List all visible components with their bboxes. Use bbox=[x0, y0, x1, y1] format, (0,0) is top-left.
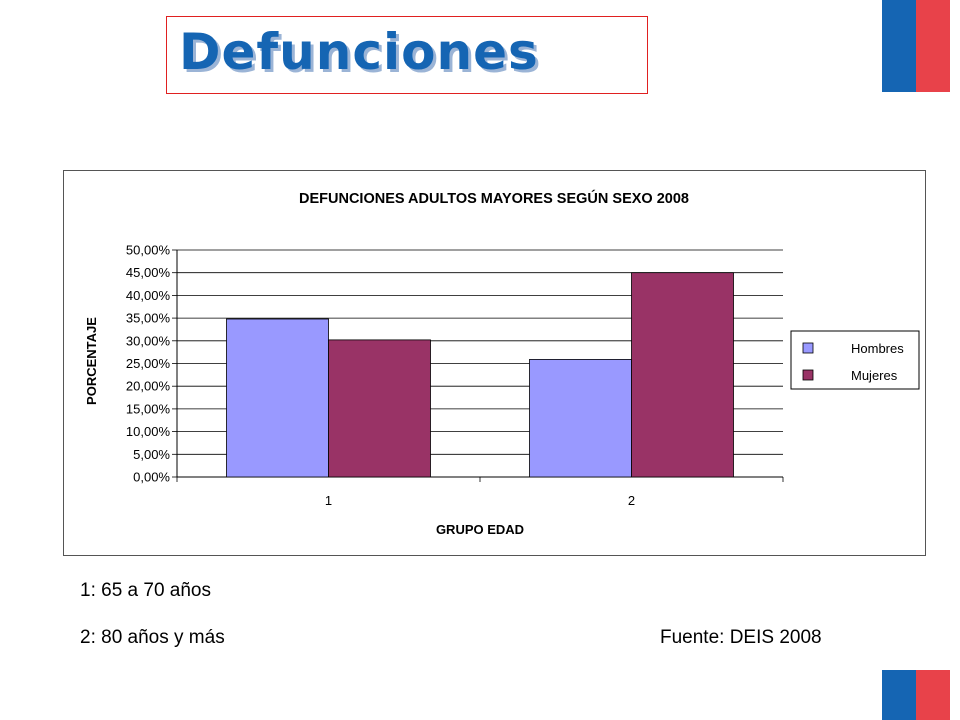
y-tick-label: 10,00% bbox=[126, 424, 171, 439]
legend-swatch-hombres bbox=[802, 342, 814, 354]
y-tick-label: 35,00% bbox=[126, 311, 171, 326]
x-axis-label: GRUPO EDAD bbox=[436, 522, 524, 537]
source-note: Fuente: DEIS 2008 bbox=[660, 627, 822, 648]
bar-hombres-2 bbox=[529, 359, 632, 478]
slide-title: Defunciones bbox=[179, 23, 539, 81]
y-tick-label: 45,00% bbox=[126, 265, 171, 280]
chart-title: DEFUNCIONES ADULTOS MAYORES SEGÚN SEXO 2… bbox=[299, 189, 689, 207]
flag-emblem-top bbox=[882, 0, 950, 92]
y-tick-label: 25,00% bbox=[126, 356, 171, 371]
y-tick-label: 50,00% bbox=[126, 243, 171, 258]
bar-hombres-1 bbox=[226, 318, 329, 478]
x-tick-label: 2 bbox=[628, 493, 635, 508]
y-tick-label: 0,00% bbox=[133, 470, 170, 485]
legend-label-hombres: Hombres bbox=[851, 341, 904, 356]
y-tick-label: 15,00% bbox=[126, 401, 171, 416]
x-tick-label: 1 bbox=[325, 493, 332, 508]
y-tick-label: 40,00% bbox=[126, 288, 171, 303]
legend: Hombres Mujeres bbox=[790, 330, 920, 390]
legend-label-mujeres: Mujeres bbox=[851, 368, 898, 383]
y-tick-label: 20,00% bbox=[126, 379, 171, 394]
title-box: Defunciones bbox=[166, 16, 648, 94]
legend-box bbox=[790, 330, 920, 390]
note-group-2: 2: 80 años y más bbox=[80, 627, 225, 648]
bar-mujeres-1 bbox=[328, 339, 431, 478]
flag-emblem-bottom bbox=[882, 670, 950, 720]
note-group-1: 1: 65 a 70 años bbox=[80, 580, 211, 601]
y-tick-label: 5,00% bbox=[133, 447, 170, 462]
bar-chart: DEFUNCIONES ADULTOS MAYORES SEGÚN SEXO 2… bbox=[84, 189, 920, 537]
bar-mujeres-2 bbox=[631, 272, 734, 478]
legend-swatch-mujeres bbox=[802, 369, 814, 381]
y-tick-label: 30,00% bbox=[126, 333, 171, 348]
chart-frame: DEFUNCIONES ADULTOS MAYORES SEGÚN SEXO 2… bbox=[63, 170, 926, 556]
y-axis-label: PORCENTAJE bbox=[84, 317, 99, 405]
